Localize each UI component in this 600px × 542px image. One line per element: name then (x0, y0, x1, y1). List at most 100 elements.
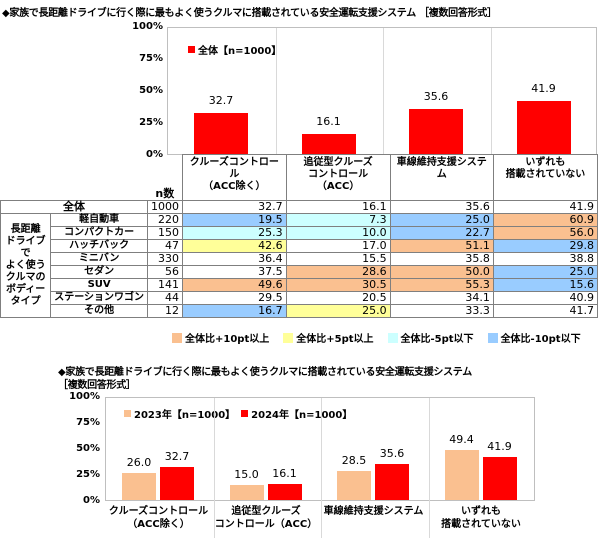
bar-value-label: 35.6 (379, 446, 405, 460)
bar-2024 (267, 483, 302, 500)
cell-value: 16.7 (182, 304, 287, 318)
row-label: 軽自動車 (50, 213, 149, 227)
bar-value-label: 41.9 (531, 82, 556, 96)
cell-value: 55.3 (389, 278, 494, 292)
legend-2024-swatch-icon (241, 410, 249, 417)
category-label-line2: コントロール（ACC） (214, 519, 318, 530)
cell-value: 16.1 (285, 200, 391, 214)
chart2-legend-2024: 2024年【n=1000】 (251, 410, 353, 421)
bar-total (409, 109, 463, 154)
cell-value: 25.0 (389, 213, 494, 227)
highlight-legend-label: 全体比-10pt以下 (500, 334, 581, 345)
group-label: 長距離 ドライブで よく使う クルマの ボディー タイプ (0, 213, 52, 318)
highlight-legend: 全体比+10pt以上全体比+5pt以上全体比-5pt以下全体比-10pt以下（%… (172, 330, 600, 345)
table-row: ミニバン 330 36.4 15.5 35.8 38.8 (1, 252, 599, 266)
cell-value: 42.6 (182, 239, 287, 253)
bar-total (301, 133, 356, 154)
group-label-line: タイプ (10, 295, 41, 307)
column-header-line1: クルーズコントロール (189, 157, 279, 180)
table-row: SUV 141 49.6 30.5 55.3 15.6 (1, 278, 599, 292)
chart1-legend: 全体【n=1000】 (188, 42, 281, 57)
cell-value: 33.3 (389, 304, 494, 318)
row-label: SUV (50, 278, 149, 292)
row-n: 12 (147, 304, 184, 318)
column-header-line2: 搭載されていない (505, 169, 586, 180)
row-label: セダン (50, 265, 149, 279)
row-label: ミニバン (50, 252, 149, 266)
gridline (383, 28, 384, 154)
gridline (321, 398, 322, 538)
bar-value-label: 41.9 (487, 440, 512, 454)
cell-value: 56.0 (492, 226, 599, 240)
category-label-line1: 車線維持支援システム (323, 506, 424, 517)
bar-2024 (160, 466, 194, 500)
table-row: セダン 56 37.5 28.6 50.0 25.0 (1, 265, 599, 279)
category-label: 車線維持支援システム (320, 505, 427, 518)
category-label-line1: 追従型クルーズ (231, 506, 301, 517)
group-label-line: クルマの (5, 271, 46, 283)
y-tick-label: 75% (139, 53, 163, 64)
chart2-title: ◆家族で長距離ドライブに行く際に最もよく使うクルマに搭載されている安全運転支援シ… (58, 367, 472, 378)
column-header-line1: 車線維持支援システム (396, 157, 487, 180)
cell-value: 38.8 (492, 252, 599, 266)
cell-value: 7.3 (285, 213, 391, 227)
column-header: 追従型クルーズ コントロール（ACC） (285, 154, 391, 201)
bar-total (194, 112, 248, 154)
bar-value-label: 16.1 (316, 114, 341, 128)
legend-swatch-icon (387, 332, 398, 343)
n-header: n数 (155, 187, 175, 200)
column-header: 車線維持支援システム (389, 154, 494, 201)
category-label: いずれも 搭載されていない (428, 505, 535, 531)
row-label: その他 (50, 304, 149, 318)
cell-value: 50.0 (389, 265, 494, 279)
cell-value: 28.6 (285, 265, 391, 279)
cell-value: 30.5 (285, 278, 391, 292)
row-label: ステーションワゴン (50, 291, 149, 305)
row-n: 47 (147, 239, 184, 253)
highlight-legend-label: 全体比-5pt以下 (400, 334, 474, 345)
category-label-line2: （ACC除く） (127, 519, 190, 530)
bar-2023 (337, 470, 371, 500)
row-n: 1000 (147, 200, 184, 214)
column-header-line1: 追従型クルーズ (303, 157, 373, 168)
y-tick-label: 25% (76, 469, 100, 480)
cell-value: 49.6 (182, 278, 287, 292)
row-n: 44 (147, 291, 184, 305)
table-row-total: 全体 1000 32.7 16.1 35.6 41.9 (0, 200, 599, 214)
table-row: ステーションワゴン 44 29.5 20.5 34.1 40.9 (1, 291, 599, 305)
column-header-line2: （ACC除く） (203, 181, 266, 192)
bar-value-label: 35.6 (423, 90, 449, 104)
cell-value: 15.5 (285, 252, 391, 266)
bar-total (516, 101, 571, 154)
highlight-legend-item: 全体比-10pt以下 (487, 330, 581, 345)
group-label-line: ドライブで (5, 235, 46, 259)
category-label: 追従型クルーズコントロール（ACC） (213, 505, 320, 531)
category-label-line1: いずれも (461, 506, 501, 517)
bar-value-label: 32.7 (164, 449, 190, 463)
cell-value: 36.4 (182, 252, 287, 266)
highlight-legend-label: 全体比+5pt以上 (296, 334, 374, 345)
bar-2023 (444, 449, 479, 500)
highlight-legend-item: 全体比-5pt以下 (387, 330, 474, 345)
row-label: コンパクトカー (50, 226, 149, 240)
cell-value: 34.1 (389, 291, 494, 305)
highlight-legend-item: 全体比+10pt以上 (172, 330, 269, 345)
bar-2024 (482, 457, 517, 500)
cell-value: 22.7 (389, 226, 494, 240)
category-label: クルーズコントロール （ACC除く） (105, 505, 212, 531)
chart2-legend: 2023年【n=1000】 2024年【n=1000】 (124, 406, 352, 421)
legend-swatch-icon (172, 332, 182, 343)
bar-value-label: 49.4 (449, 432, 474, 446)
y-tick-label: 100% (69, 391, 100, 402)
cell-value: 60.9 (492, 213, 599, 227)
bar-2023 (122, 473, 156, 500)
chart2-plot-area: 2023年【n=1000】 2024年【n=1000】 26.0 32.7 15.0… (105, 397, 535, 538)
cell-value: 51.1 (389, 239, 494, 253)
cell-value: 29.8 (492, 239, 599, 253)
cell-value: 35.8 (389, 252, 494, 266)
column-header: いずれも 搭載されていない (492, 154, 599, 201)
y-tick-label: 0% (146, 149, 163, 160)
chart1-title: ◆家族で長距離ドライブに行く際に最もよく使うクルマに搭載されている安全運転支援シ… (2, 8, 497, 19)
y-tick-label: 50% (139, 85, 163, 96)
gridline (490, 28, 492, 154)
